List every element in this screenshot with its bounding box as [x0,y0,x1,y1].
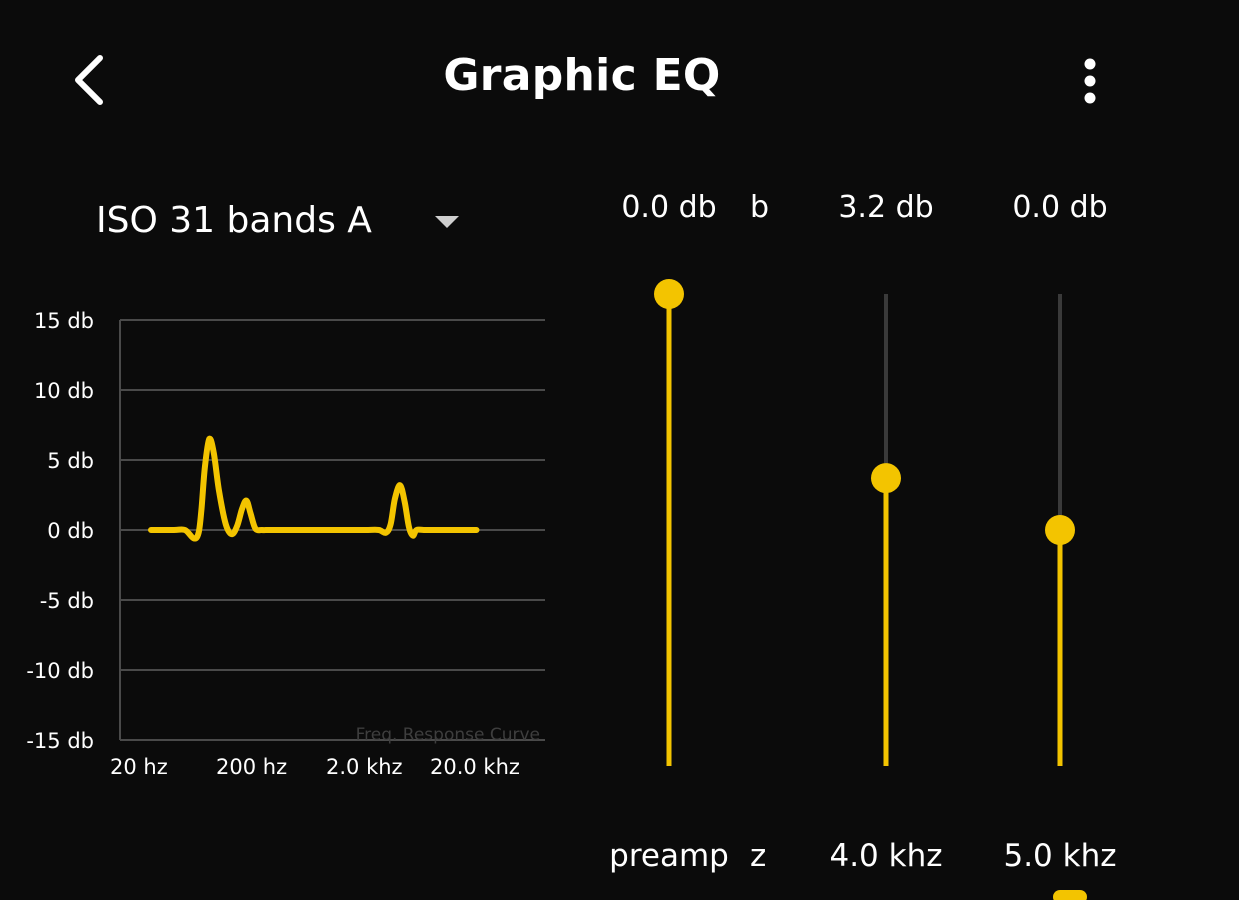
back-button[interactable] [60,48,120,112]
chart-x-tick-label: 20 hz [110,755,168,779]
chart-watermark: Freq. Response Curve [356,725,540,745]
chart-y-tick-label: 15 db [34,309,94,333]
response-curve [148,435,480,542]
partial-slider-value: b [750,190,770,225]
chart-x-tick-label: 20.0 khz [430,755,520,779]
slider-label-4khz: 4.0 khz [829,838,943,874]
slider-4khz[interactable] [856,270,916,780]
chart-x-tick-label: 2.0 khz [326,755,403,779]
chart-y-tick-label: 0 db [47,519,94,543]
partial-slider-label: z [750,838,767,874]
chart-x-tick-label: 200 hz [216,755,287,779]
slider-label-5khz: 5.0 khz [1003,838,1117,874]
slider-thumb[interactable] [654,279,684,309]
slider-value-preamp: 0.0 db [621,190,717,225]
scroll-indicator [1053,890,1087,900]
slider-thumb[interactable] [871,463,901,494]
slider-label-preamp: preamp [609,838,729,874]
chart-y-tick-label: -15 db [26,729,94,753]
preset-label: ISO 31 bands A [96,200,372,241]
caret-down-icon [435,216,459,228]
chart-y-tick-label: -5 db [40,589,94,613]
more-vertical-icon [1084,58,1096,104]
chart-y-tick-label: -10 db [26,659,94,683]
more-options-button[interactable] [1070,52,1110,112]
slider-5khz[interactable] [1030,270,1090,780]
frequency-response-chart: 15 db 10 db 5 db 0 db -5 db -10 db -15 db 20 h… [26,309,545,779]
page-title: Graphic EQ [443,50,721,101]
preset-dropdown[interactable]: ISO 31 bands A [96,194,476,254]
slider-value-4khz: 3.2 db [838,190,934,225]
chart-y-tick-label: 5 db [47,449,94,473]
slider-thumb[interactable] [1045,515,1075,545]
slider-value-5khz: 0.0 db [1012,190,1108,225]
slider-preamp[interactable] [639,270,699,780]
chevron-left-icon [75,55,103,105]
chart-y-tick-label: 10 db [34,379,94,403]
